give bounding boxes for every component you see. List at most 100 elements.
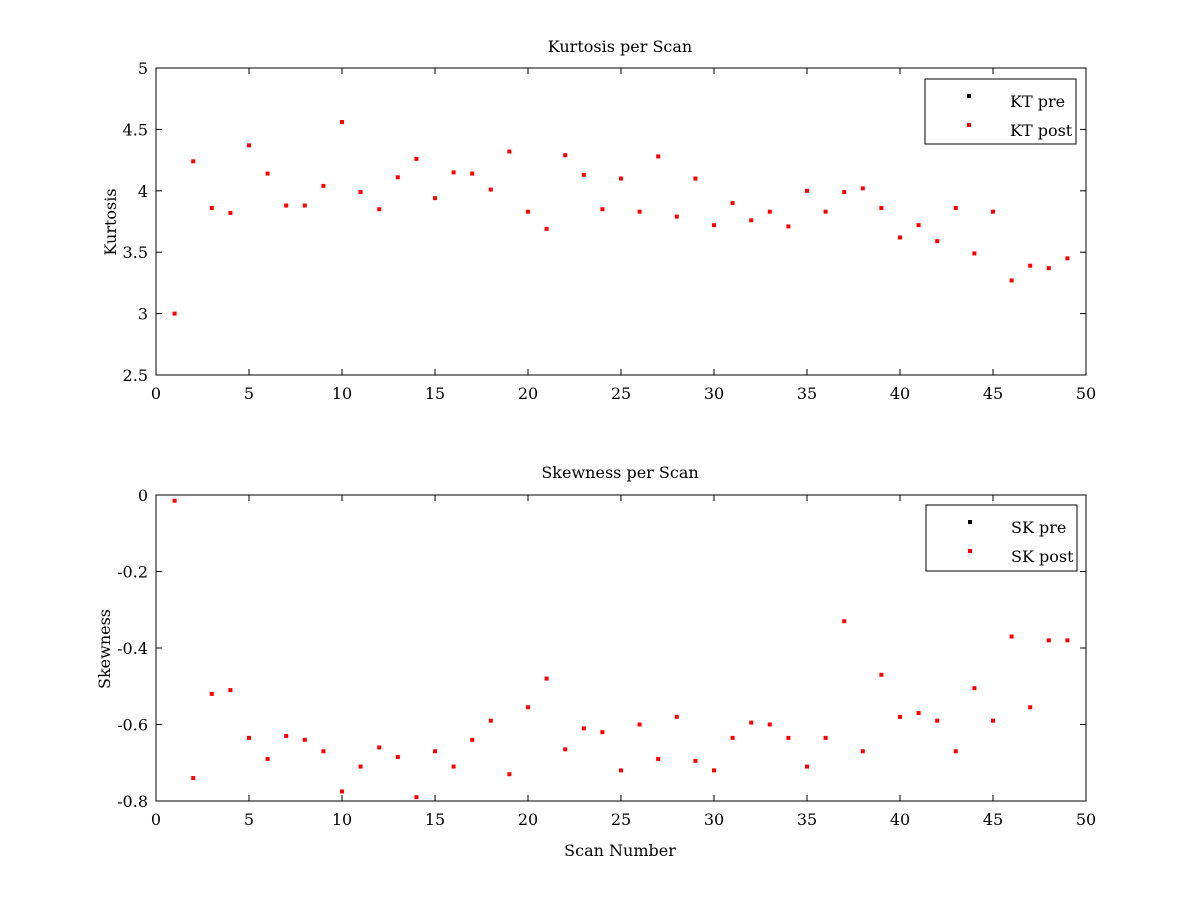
x-tick-label: 25 bbox=[611, 384, 631, 403]
data-point bbox=[730, 735, 735, 740]
legend-label-sk-pre: SK pre bbox=[1011, 518, 1066, 537]
data-point bbox=[767, 209, 772, 214]
data-point bbox=[637, 722, 642, 727]
data-point bbox=[786, 224, 791, 229]
data-point bbox=[209, 205, 214, 210]
data-point bbox=[488, 718, 493, 723]
y-axis-label: Skewness bbox=[95, 609, 114, 689]
data-point bbox=[916, 711, 921, 716]
kurtosis-chart: Kurtosis per Scan Kurtosis 0 5 10 15 20 25 30 3… bbox=[101, 37, 1096, 403]
x-tick-label: 45 bbox=[983, 810, 1003, 829]
x-tick-label: 5 bbox=[244, 810, 254, 829]
data-point bbox=[507, 772, 512, 777]
x-axis-label: Scan Number bbox=[564, 841, 676, 860]
data-point bbox=[395, 755, 400, 760]
data-point bbox=[674, 214, 679, 219]
data-point bbox=[600, 730, 605, 735]
data-point bbox=[395, 175, 400, 180]
x-tick-label: 15 bbox=[425, 810, 445, 829]
legend-box bbox=[924, 78, 1077, 145]
data-point bbox=[842, 619, 847, 624]
skewness-chart: Skewness per Scan Skewness Scan Number 0… bbox=[95, 463, 1096, 860]
data-point bbox=[470, 737, 475, 742]
data-point bbox=[581, 172, 586, 177]
y-tick-label: 5 bbox=[138, 59, 148, 78]
data-point bbox=[972, 251, 977, 256]
legend-marker-kt-post bbox=[967, 123, 971, 127]
data-point bbox=[991, 718, 995, 723]
data-point bbox=[358, 190, 363, 195]
data-point bbox=[805, 188, 809, 193]
data-point bbox=[191, 776, 196, 781]
data-point bbox=[451, 170, 456, 175]
tick-layer: 0 5 10 15 20 25 30 35 40 45 50 2.5 3 3.5 4 4.5 5 bbox=[123, 59, 1097, 403]
data-point bbox=[228, 210, 233, 215]
x-tick-label: 50 bbox=[1076, 384, 1096, 403]
legend-label-kt-pre: KT pre bbox=[1010, 92, 1065, 111]
plot-frame bbox=[155, 67, 1087, 376]
x-tick-label: 20 bbox=[518, 810, 538, 829]
data-point bbox=[730, 201, 735, 206]
y-tick-label: 0 bbox=[138, 486, 148, 505]
x-tick-label: 45 bbox=[983, 384, 1003, 403]
legend-label-sk-post: SK post bbox=[1011, 547, 1074, 566]
x-tick-label: 35 bbox=[797, 810, 817, 829]
data-point bbox=[935, 239, 940, 244]
data-point bbox=[209, 691, 214, 696]
data-point bbox=[451, 764, 456, 769]
x-tick-label: 35 bbox=[797, 384, 817, 403]
data-point bbox=[619, 768, 623, 773]
data-point bbox=[507, 149, 512, 154]
y-tick-label: -0.4 bbox=[117, 639, 148, 658]
data-point bbox=[860, 186, 865, 191]
data-point bbox=[972, 686, 977, 691]
data-point bbox=[544, 226, 549, 231]
legend-box bbox=[925, 504, 1078, 572]
data-point bbox=[1046, 638, 1051, 643]
data-point bbox=[526, 209, 530, 214]
data-point bbox=[823, 735, 828, 740]
data-point bbox=[1065, 256, 1070, 261]
data-point bbox=[544, 676, 549, 681]
data-point bbox=[898, 235, 902, 240]
data-point bbox=[191, 159, 196, 164]
x-tick-label: 25 bbox=[611, 810, 631, 829]
y-tick-label: 3 bbox=[138, 305, 148, 324]
y-tick-label: 3.5 bbox=[123, 243, 148, 262]
data-point bbox=[358, 764, 363, 769]
data-point bbox=[749, 720, 754, 725]
data-point bbox=[916, 223, 921, 228]
data-point bbox=[172, 311, 177, 316]
tick-layer: 0 5 10 15 20 25 30 35 40 45 50 -0.8 -0.6 -0.4 -0.2 0 bbox=[117, 486, 1096, 829]
data-point bbox=[860, 749, 865, 754]
data-point bbox=[953, 749, 958, 754]
data-point bbox=[228, 688, 233, 693]
data-point bbox=[284, 733, 289, 738]
y-axis-label: Kurtosis bbox=[101, 188, 120, 255]
data-point bbox=[302, 737, 307, 742]
data-point bbox=[1028, 263, 1033, 268]
x-tick-label: 30 bbox=[704, 810, 724, 829]
x-tick-label: 50 bbox=[1076, 810, 1096, 829]
chart-title: Skewness per Scan bbox=[541, 463, 698, 482]
data-point bbox=[1009, 634, 1014, 639]
data-point bbox=[935, 718, 940, 723]
data-point bbox=[600, 207, 605, 212]
data-point bbox=[656, 154, 661, 159]
chart-title: Kurtosis per Scan bbox=[548, 37, 692, 56]
data-point bbox=[712, 223, 716, 228]
data-point bbox=[265, 171, 270, 176]
data-point bbox=[284, 203, 289, 208]
data-layer bbox=[172, 120, 1070, 316]
data-point bbox=[377, 745, 382, 750]
data-point bbox=[340, 789, 344, 794]
x-tick-label: 10 bbox=[332, 384, 352, 403]
data-point bbox=[898, 714, 902, 719]
data-point bbox=[377, 207, 382, 212]
legend-label-kt-post: KT post bbox=[1010, 121, 1073, 140]
data-point bbox=[656, 756, 661, 761]
data-point bbox=[526, 705, 530, 710]
legend: SK pre SK post bbox=[925, 504, 1078, 572]
x-tick-label: 30 bbox=[704, 384, 724, 403]
data-point bbox=[991, 209, 995, 214]
